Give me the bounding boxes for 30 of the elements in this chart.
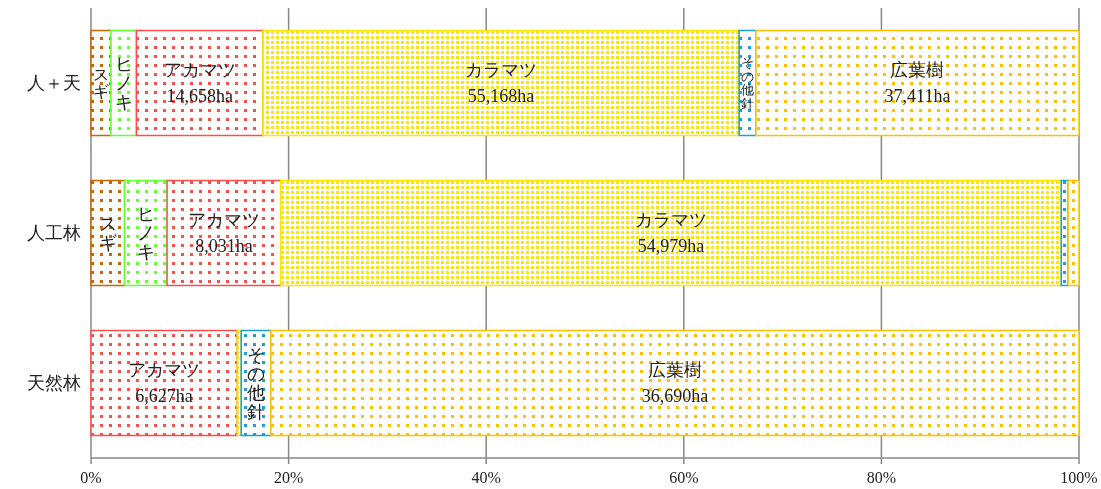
bar (755, 29, 1080, 137)
data-label: アカマツ 8,031ha (187, 210, 260, 256)
bar (166, 179, 282, 287)
bar (279, 179, 1062, 287)
data-label: その他針 (247, 344, 265, 422)
data-label: 広葉樹 37,411ha (884, 60, 951, 106)
data-label: スギ (98, 213, 117, 253)
data-label: 広葉樹 36,690ha (641, 360, 709, 406)
data-label: アカマツ 6,627ha (128, 360, 201, 406)
y-tick-label: 人＋天 (27, 73, 81, 93)
x-tick-label: 0% (80, 469, 102, 486)
bar (90, 179, 126, 287)
bar (90, 329, 238, 437)
bar (123, 179, 168, 287)
data-label: ヒノキ (114, 54, 133, 113)
bar (135, 29, 264, 137)
data-label: その他針 (741, 55, 755, 112)
bar (262, 29, 740, 137)
x-tick-label: 20% (273, 469, 304, 486)
bar (1067, 179, 1080, 287)
data-label: アカマツ 14,658ha (163, 60, 236, 106)
data-label: ヒノキ (136, 204, 155, 263)
x-tick-label: 100% (1060, 469, 1098, 486)
y-tick-label: 人工林 (27, 223, 81, 243)
x-tick-label: 80% (866, 469, 897, 486)
x-tick-label: 60% (669, 469, 699, 486)
bar (270, 329, 1080, 437)
data-label: スギ (92, 66, 109, 100)
x-tick-label: 40% (471, 469, 501, 486)
y-tick-label: 天然林 (27, 373, 81, 393)
